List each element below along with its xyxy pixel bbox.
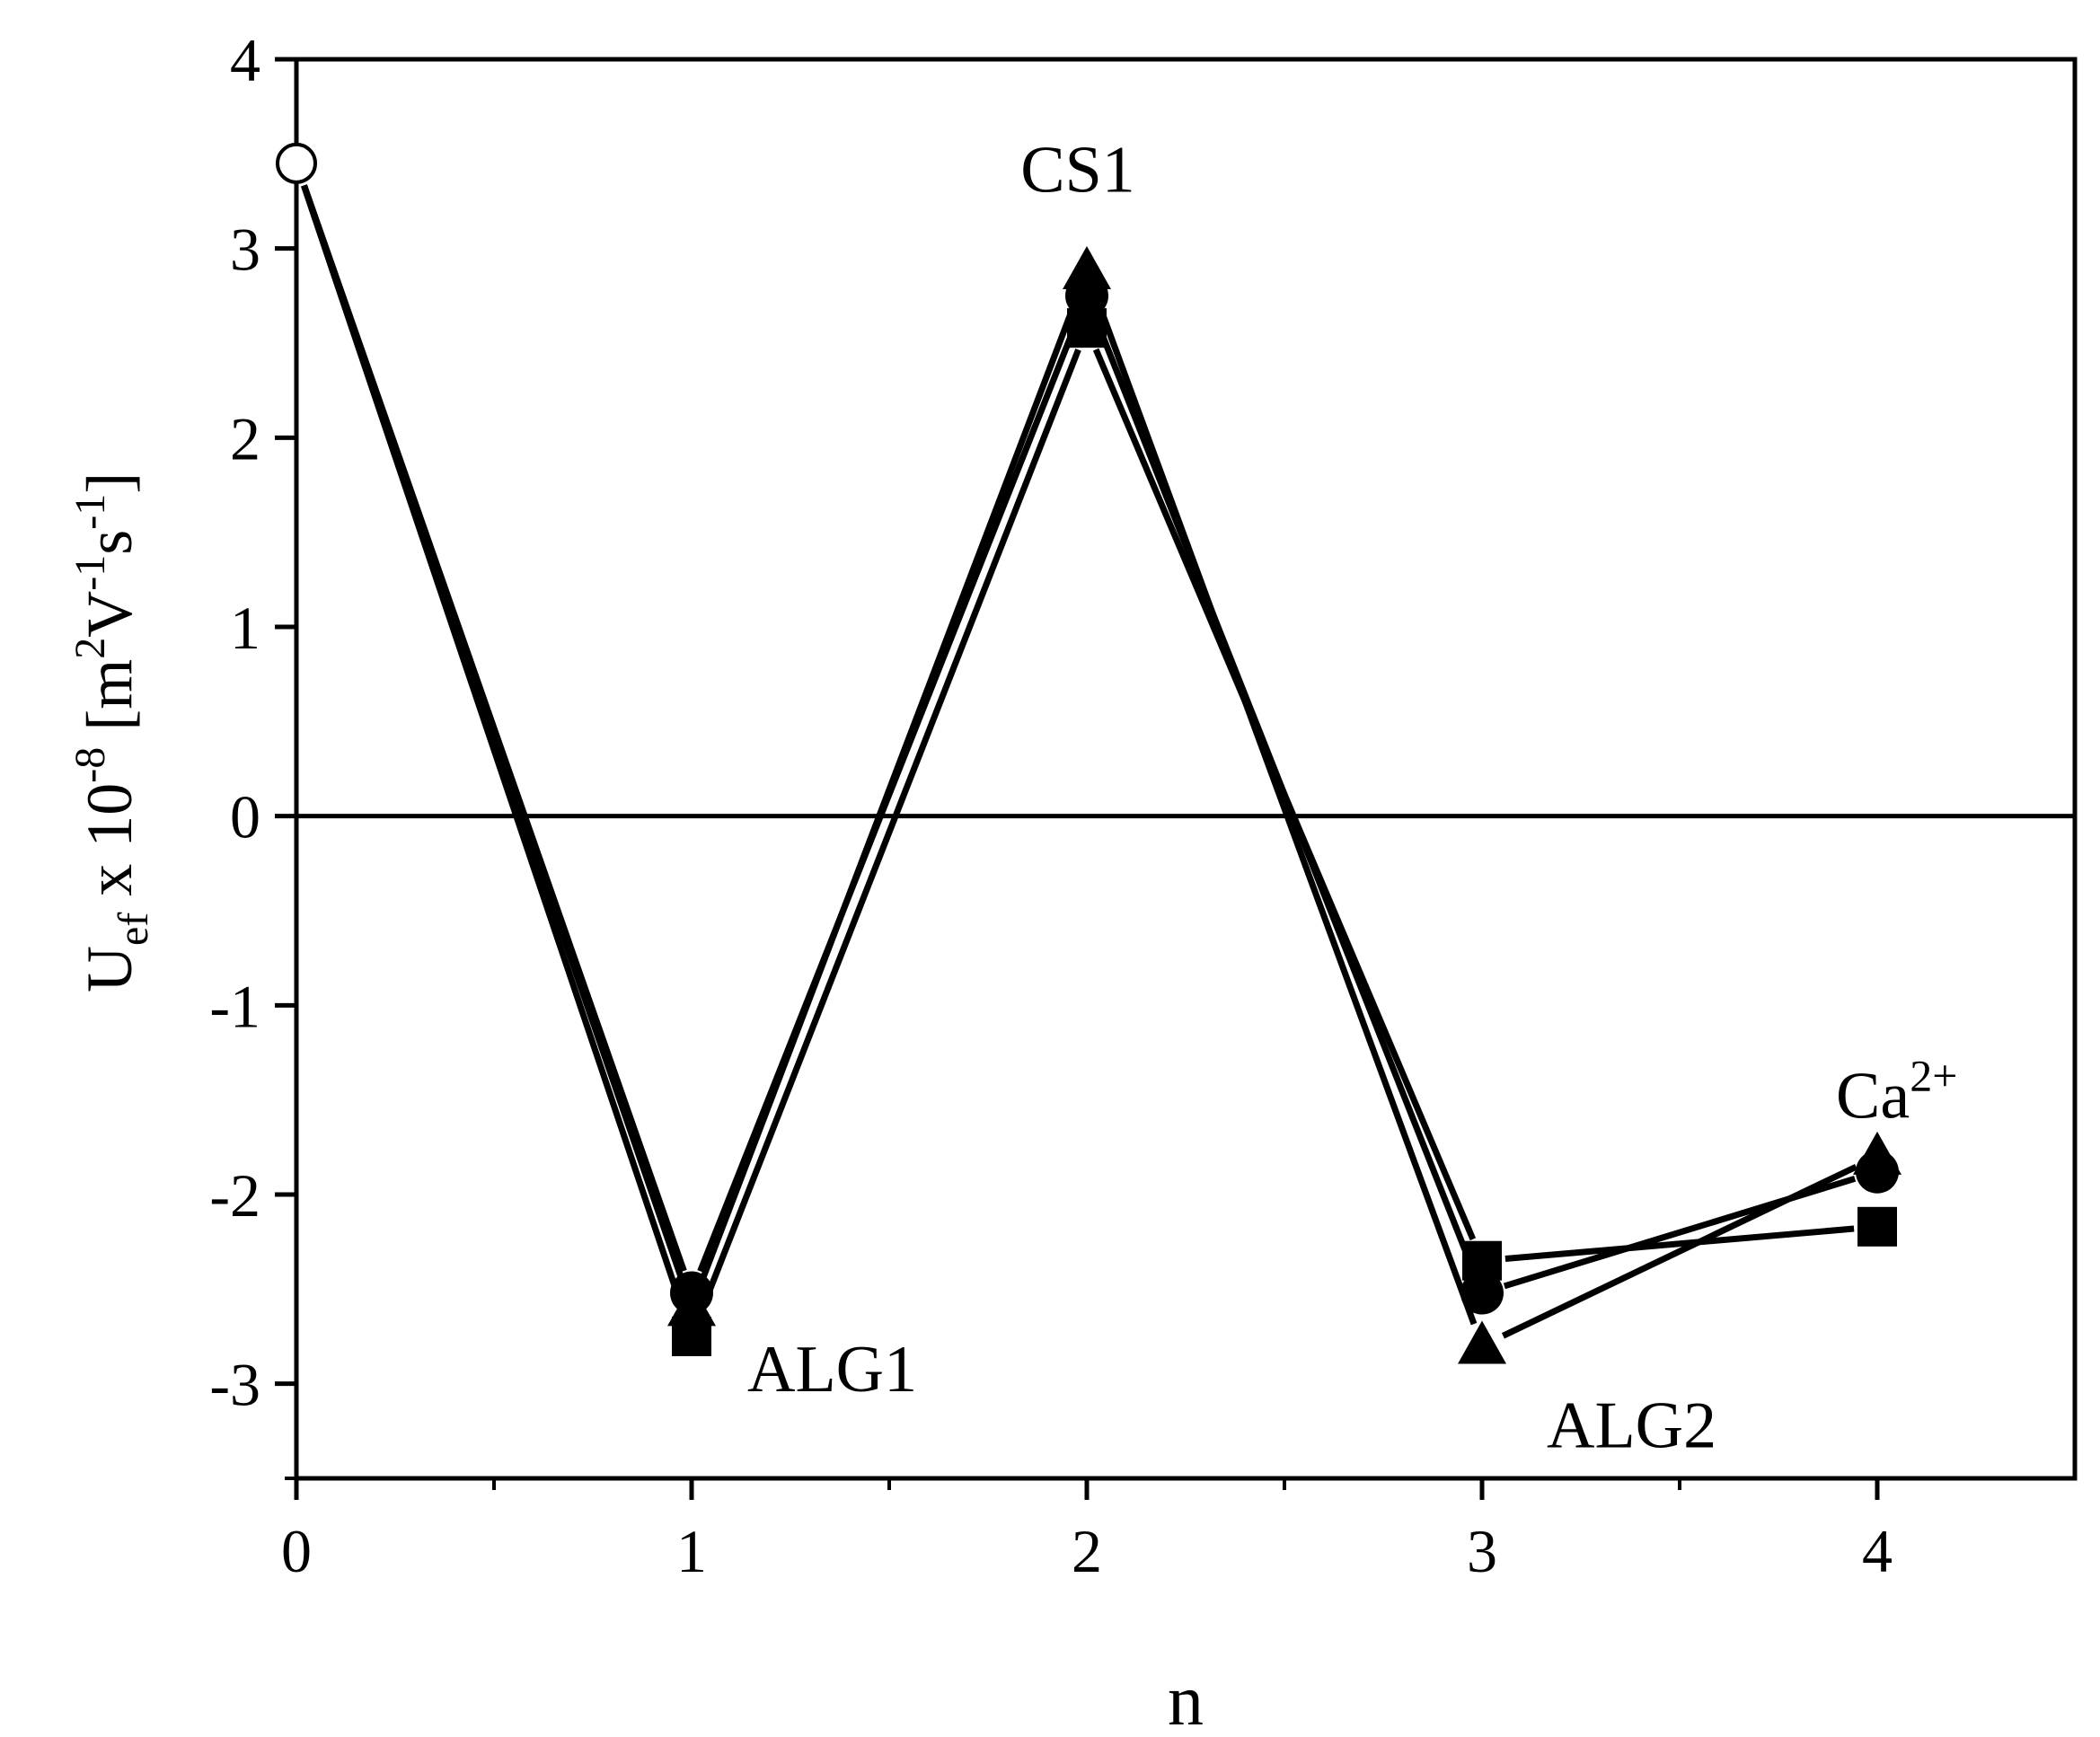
axes: -3 -2 -1 0 1 2 3 4 0 1 2 3 4: [209, 26, 2078, 1585]
data-point-circle: [1460, 1271, 1504, 1315]
data-markers: [276, 142, 1901, 1364]
y-tick-label: -2: [209, 1161, 260, 1230]
annotations: ALG1 CS1 ALG2 Ca2+: [747, 133, 1957, 1462]
annotation-text: Ca: [1836, 1060, 1910, 1133]
data-point-triangle: [1853, 1131, 1901, 1175]
y-tick-label: -1: [209, 972, 260, 1040]
series-line-segment: [1504, 1225, 1855, 1262]
x-tick-label: 3: [1467, 1517, 1497, 1585]
series-line-segment: [1092, 316, 1477, 1273]
series-line-segment: [697, 348, 1081, 1317]
data-point-open-circle: [276, 142, 317, 184]
series-lines: [300, 184, 1858, 1339]
y-axis-label-part: ef: [110, 913, 157, 946]
y-tick-label: 0: [230, 783, 260, 851]
x-tick-label: 0: [281, 1517, 312, 1585]
annotation-label: CS1: [1020, 133, 1135, 207]
y-axis-label-part: 2: [66, 638, 114, 659]
data-point-square: [1857, 1206, 1897, 1247]
plot-frame: [294, 57, 2078, 1481]
series-line-segment: [1501, 1163, 1858, 1339]
y-axis-label-part: x 10: [74, 783, 146, 913]
data-point-triangle: [1063, 245, 1111, 289]
y-tick-label: 2: [230, 404, 260, 472]
annotation-label: ALG1: [747, 1333, 917, 1406]
y-axis-label: Uef x 10-8 [m2V-1s-1]: [66, 472, 157, 992]
y-axis-label-part: -1: [66, 494, 114, 530]
y-axis-label-part: s: [74, 530, 146, 555]
annotation-text: ALG2: [1547, 1389, 1716, 1463]
y-axis-label-part: ]: [74, 472, 146, 494]
data-point-triangle: [1458, 1320, 1506, 1364]
y-tick-label: -3: [209, 1351, 260, 1419]
annotation-text: ALG1: [747, 1333, 917, 1406]
y-tick-label: 3: [230, 216, 260, 284]
y-axis-label-part: [m: [74, 659, 146, 747]
x-tick-label: 2: [1072, 1517, 1102, 1585]
x-axis-label: n: [1168, 1662, 1204, 1737]
x-tick-label: 1: [676, 1517, 707, 1585]
data-point-triangle: [667, 1283, 716, 1327]
x-tick-label: 4: [1862, 1517, 1893, 1585]
y-axis-label-part: V: [74, 591, 146, 638]
series-line-segment: [1091, 292, 1478, 1326]
y-axis-label-part: -8: [66, 747, 114, 783]
annotation-superscript: 2+: [1910, 1051, 1957, 1101]
annotation-label: Ca2+: [1836, 1051, 1957, 1133]
annotation-label: ALG2: [1547, 1389, 1716, 1463]
annotation-text: CS1: [1020, 133, 1135, 207]
y-tick-label: 1: [230, 594, 260, 662]
y-axis-label-part: -1: [66, 555, 114, 591]
y-tick-label: 4: [230, 26, 260, 94]
y-axis-label-part: U: [74, 946, 146, 992]
series-line-segment: [301, 184, 687, 1287]
series-line-segment: [696, 291, 1082, 1288]
